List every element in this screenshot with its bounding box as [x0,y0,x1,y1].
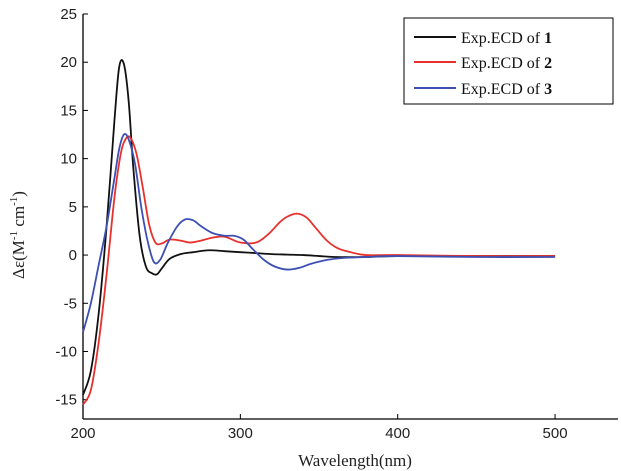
legend-label-2-compound: 2 [544,55,552,72]
legend-label-3-compound: 3 [544,81,552,98]
y-tick-label: -15 [55,392,77,409]
legend-label-1-text: Exp.ECD of [461,30,544,47]
series-line-2 [82,135,556,406]
y-tick-label: -10 [55,344,77,361]
legend-entry-1: Exp.ECD of 1 [414,30,552,47]
y-tick-label: 15 [60,102,77,119]
series-line-3 [82,133,556,333]
legend-label-2: Exp.ECD of 2 [461,55,552,72]
y-tick-label: 5 [69,199,77,216]
y-tick-label: 20 [60,54,77,71]
y-axis-title-mid: cm [9,206,28,231]
legend-label-2-text: Exp.ECD of [461,55,544,72]
legend-entry-2: Exp.ECD of 2 [414,55,552,72]
y-tick-label: 25 [60,6,77,23]
y-tick-label: 10 [60,151,77,168]
y-axis-title-sup1: -1 [8,231,20,240]
x-tick-label: 500 [543,425,568,442]
x-tick-label: 400 [385,425,410,442]
y-axis-title-sup2: -1 [8,197,20,206]
legend-label-1-compound: 1 [544,30,552,47]
y-tick-label: -5 [64,295,77,312]
series-line-1 [82,59,556,396]
legend-label-1: Exp.ECD of 1 [461,30,552,47]
series-group [82,59,556,406]
x-tick-label: 300 [228,425,253,442]
y-tick-label: 0 [69,247,77,264]
x-tick-label: 200 [70,425,95,442]
legend-entry-3: Exp.ECD of 3 [414,81,552,98]
legend-label-3-text: Exp.ECD of [461,81,544,98]
legend: Exp.ECD of 1 Exp.ECD of 2 Exp.ECD of 3 [403,17,614,105]
x-axis-title: Wavelength(nm) [298,451,412,470]
y-axis-title: Δε(M-1 cm-1) [8,191,28,279]
legend-label-3: Exp.ECD of 3 [461,81,552,98]
y-axis-title-suffix: ) [9,191,28,197]
ticks: 200 300 400 500 -15 -10 -5 0 5 10 15 20 25 [55,6,567,442]
y-axis-title-prefix: Δε(M [9,240,28,279]
